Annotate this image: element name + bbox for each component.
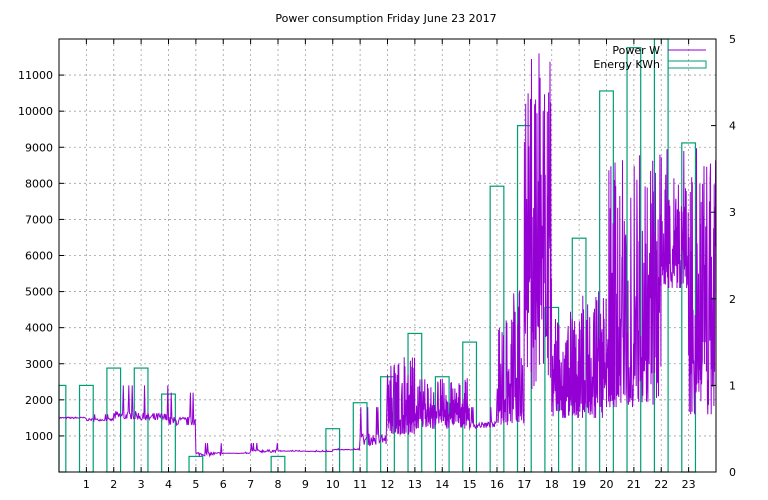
axis-ticks: 1 2 3 4 5 6 7 8 9 10 11 12 13 14 15 16 17 18 19 20 21 22 23100… (18, 33, 736, 491)
y-tick-label: 9000 (25, 141, 53, 154)
x-tick-label: 7 (247, 478, 254, 491)
y2-tick-label: 2 (729, 293, 736, 306)
y-tick-label: 1000 (25, 430, 53, 443)
x-tick-label: 12 (381, 478, 395, 491)
y-tick-label: 10000 (18, 105, 53, 118)
y-tick-label: 8000 (25, 177, 53, 190)
x-tick-label: 9 (302, 478, 309, 491)
x-tick-label: 6 (220, 478, 227, 491)
x-tick-label: 1 (83, 478, 90, 491)
x-tick-label: 15 (463, 478, 477, 491)
x-tick-label: 22 (654, 478, 668, 491)
x-tick-label: 16 (490, 478, 504, 491)
x-tick-label: 20 (600, 478, 614, 491)
x-tick-label: 8 (275, 478, 282, 491)
x-tick-label: 17 (517, 478, 531, 491)
x-tick-label: 23 (682, 478, 696, 491)
y-tick-label: 6000 (25, 250, 53, 263)
x-tick-label: 14 (435, 478, 449, 491)
x-tick-label: 5 (192, 478, 199, 491)
y2-tick-label: 3 (729, 206, 736, 219)
x-tick-label: 10 (326, 478, 340, 491)
y-tick-label: 4000 (25, 322, 53, 335)
x-tick-label: 19 (572, 478, 586, 491)
energy-bar (58, 384, 67, 473)
chart-title: Power consumption Friday June 23 2017 (275, 12, 496, 25)
x-tick-label: 2 (110, 478, 117, 491)
x-tick-label: 21 (627, 478, 641, 491)
legend-energy-label: Energy KWh (593, 58, 660, 71)
x-tick-label: 18 (545, 478, 559, 491)
legend: Power W Energy KWh (593, 44, 707, 71)
legend-power-label: Power W (612, 44, 660, 57)
y2-tick-label: 0 (729, 466, 736, 479)
x-tick-label: 4 (165, 478, 172, 491)
x-tick-label: 11 (353, 478, 367, 491)
y2-tick-label: 5 (729, 33, 736, 46)
y2-tick-label: 1 (729, 379, 736, 392)
y-tick-label: 3000 (25, 358, 53, 371)
y2-tick-label: 4 (729, 120, 736, 133)
legend-energy-swatch (667, 60, 707, 69)
y-tick-label: 7000 (25, 213, 53, 226)
y-tick-label: 5000 (25, 286, 53, 299)
power-series-line (58, 53, 717, 458)
y-tick-label: 2000 (25, 394, 53, 407)
y-tick-label: 11000 (18, 69, 53, 82)
x-tick-label: 3 (138, 478, 145, 491)
x-tick-label: 13 (408, 478, 422, 491)
